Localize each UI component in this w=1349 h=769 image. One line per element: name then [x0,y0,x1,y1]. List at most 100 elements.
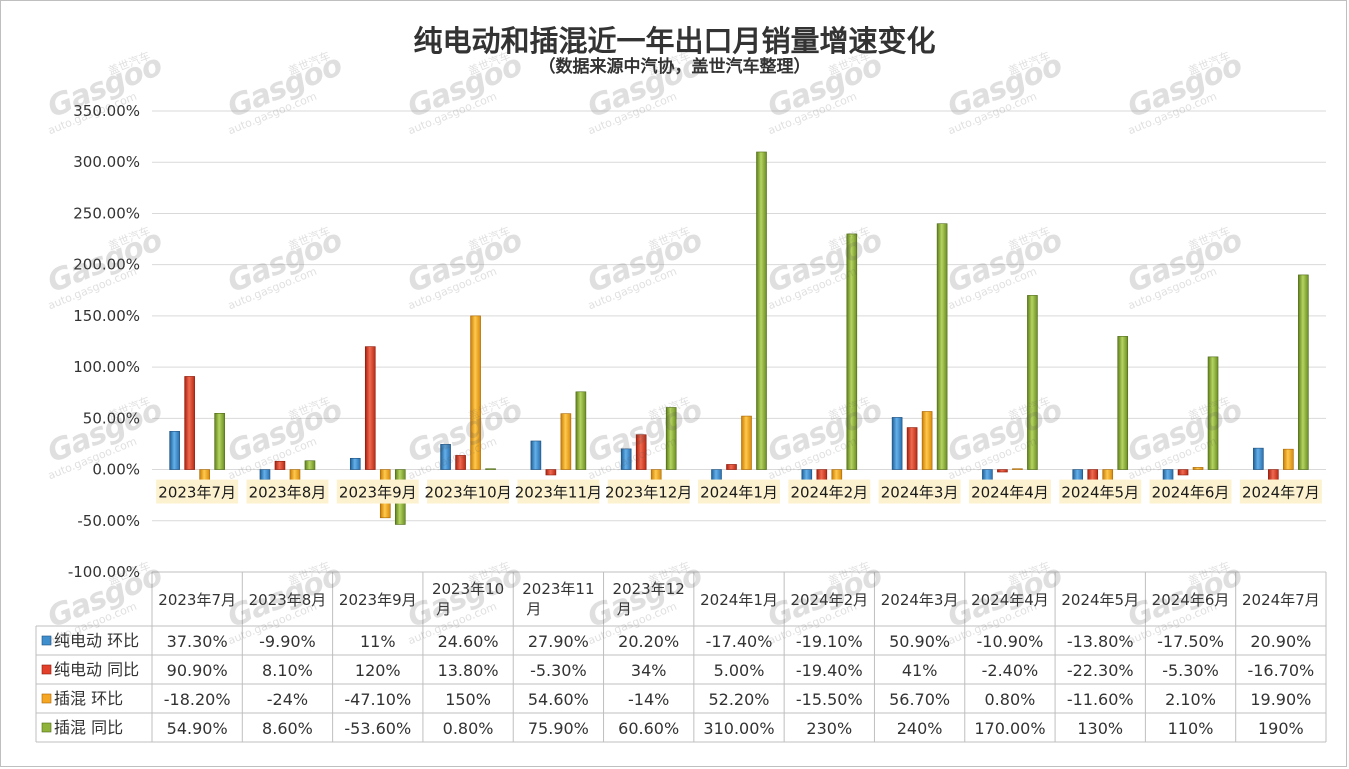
bar-phev-yoy [1117,336,1129,470]
bar-phev-mom [741,415,752,470]
table-cell: -22.30% [1067,661,1134,680]
x-label-bg [427,479,510,504]
table-cell: 54.90% [167,719,228,738]
bar-ev-mom [259,469,271,480]
table-header-cell: 2024年5月 [1061,591,1139,609]
table-cell: -19.10% [796,632,863,651]
bar-phev-mom [1283,448,1294,470]
x-category-label: 2023年7月 [158,484,236,502]
table-cell: -17.50% [1157,632,1224,651]
bar-ev-yoy [726,464,737,470]
table-cell: 0.80% [985,690,1036,709]
bar-phev-yoy [485,468,496,470]
bar-ev-yoy [184,376,195,470]
table-cell: -10.90% [977,632,1044,651]
table-cell: -14% [628,690,669,709]
table-header-cell-wrap: 月 [617,600,632,618]
bar-ev-mom [891,417,903,470]
table-cell: -47.10% [344,690,411,709]
x-label-bg [336,479,419,504]
table-cell: 8.10% [262,661,313,680]
table-header-cell: 2024年2月 [790,591,868,609]
bar-phev-yoy [756,151,767,470]
x-category-label: 2024年5月 [1061,484,1139,502]
x-category-label: 2023年11月 [515,484,602,502]
table-cell: 11% [360,632,396,651]
y-tick-label: 250.00% [73,204,140,222]
table-cell: 13.80% [438,661,499,680]
table-cell: 2.10% [1165,690,1216,709]
y-tick-label: 150.00% [73,307,140,325]
bar-phev-yoy [1207,356,1219,470]
y-tick-label: 50.00% [83,409,140,427]
table-header-cell: 2023年7月 [158,591,236,609]
bar-phev-yoy [936,223,948,470]
table-cell: 110% [1168,719,1214,738]
table-header-cell-wrap: 月 [436,600,451,618]
x-category-label: 2024年1月 [700,484,778,502]
table-cell: 310.00% [703,719,774,738]
x-label-bg [698,479,780,504]
table-header-cell: 2023年12 [613,580,685,598]
table-cell: 24.60% [438,632,499,651]
table-cell: -16.70% [1247,661,1314,680]
bar-phev-yoy [575,391,587,470]
x-category-label: 2023年8月 [249,484,327,502]
y-tick-label: 300.00% [73,153,140,171]
x-label-bg [1059,479,1142,504]
table-cell: 230% [806,719,852,738]
table-cell: 19.90% [1250,690,1311,709]
table-cell: 120% [355,661,401,680]
table-cell: -5.30% [530,661,587,680]
x-label-bg [968,479,1051,504]
y-tick-label: -50.00% [77,512,140,530]
table-cell: -24% [267,690,308,709]
table-header-cell: 2024年7月 [1242,591,1320,609]
legend-swatch [41,664,52,675]
table-cell: -13.80% [1067,632,1134,651]
bar-phev-mom [1012,468,1023,470]
table-cell: 130% [1077,719,1123,738]
bar-phev-yoy [214,413,225,470]
bar-phev-yoy [1298,274,1309,470]
table-cell: 150% [445,690,491,709]
table-cell: 41% [902,661,938,680]
bar-ev-mom [620,448,632,470]
table-row-label: 插混 同比 [54,718,123,737]
bar-phev-yoy [304,460,316,470]
x-category-label: 2024年4月 [971,484,1049,502]
x-category-label: 2024年3月 [881,484,959,502]
table-cell: 75.90% [528,719,589,738]
y-tick-label: -100.00% [68,563,140,581]
table-header-cell: 2023年8月 [249,591,327,609]
bar-ev-yoy [364,346,376,470]
bar-ev-mom [440,444,451,470]
table-header-cell: 2024年6月 [1152,591,1230,609]
x-category-label: 2024年6月 [1152,484,1230,502]
bar-ev-yoy [997,469,1008,473]
x-label-bg [878,479,961,504]
table-cell: 56.70% [889,690,950,709]
bar-ev-yoy [455,455,466,470]
bar-phev-mom [921,411,933,470]
chart-title: 纯电动和插混近一年出口月销量增速变化 [413,24,936,58]
table-header-cell: 2024年1月 [700,591,778,609]
table-cell: 20.20% [618,632,679,651]
table-cell: 37.30% [167,632,228,651]
table-cell: -15.50% [796,690,863,709]
table-cell: 170.00% [974,719,1045,738]
table-header-cell: 2024年3月 [881,591,959,609]
y-tick-label: 200.00% [73,256,140,274]
bar-ev-mom [349,457,361,470]
table-row-label: 纯电动 环比 [54,631,139,650]
y-tick-label: 0.00% [92,461,140,479]
y-tick-label: 350.00% [73,102,140,120]
chart-subtitle: （数据来源中汽协，盖世汽车整理） [538,57,811,77]
table-cell: 5.00% [714,661,765,680]
legend-swatch [41,635,52,646]
bar-ev-yoy [545,469,557,476]
bar-ev-yoy [635,434,647,470]
table-cell: 0.80% [443,719,494,738]
x-label-bg [1149,479,1232,504]
